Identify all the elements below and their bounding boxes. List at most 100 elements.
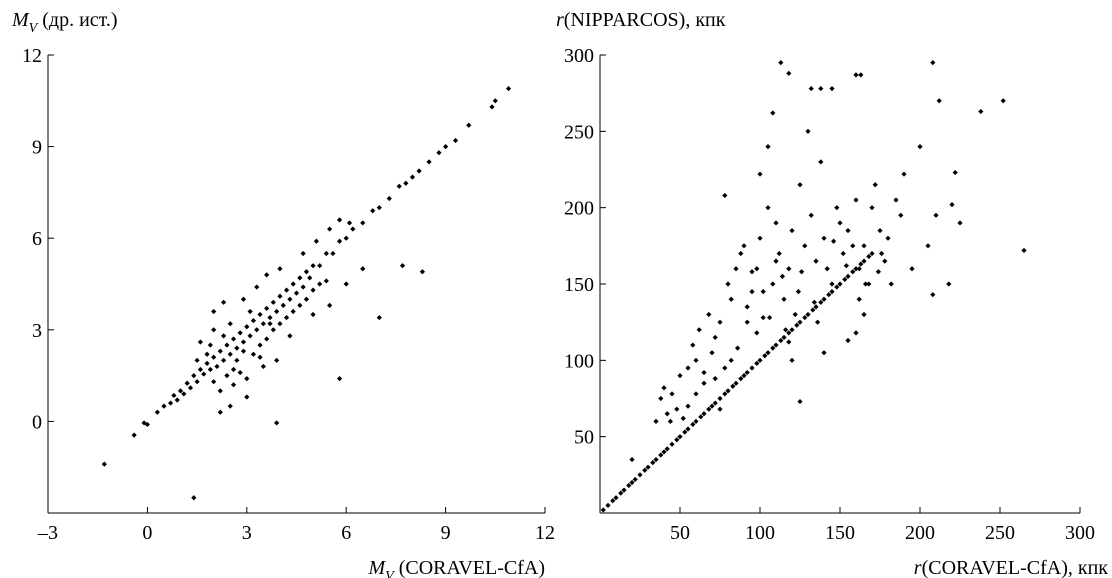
data-point xyxy=(811,299,817,305)
data-point xyxy=(629,479,635,486)
data-point xyxy=(303,296,310,302)
data-point xyxy=(336,238,343,244)
x-axis-title: MV (CORAVEL-CfA) xyxy=(367,557,545,578)
x-tick-label: 9 xyxy=(441,522,451,544)
data-point xyxy=(685,365,691,371)
data-point xyxy=(217,348,223,354)
data-point xyxy=(797,319,803,325)
data-point xyxy=(861,311,867,318)
data-point xyxy=(204,351,210,357)
data-point xyxy=(762,353,768,359)
data-point xyxy=(211,308,217,315)
data-point xyxy=(797,182,803,188)
data-point xyxy=(773,342,779,348)
data-point xyxy=(653,418,659,424)
data-point xyxy=(346,220,353,226)
data-point xyxy=(217,409,223,415)
data-point xyxy=(749,269,755,275)
data-point xyxy=(789,327,795,333)
data-point xyxy=(230,336,237,342)
data-point xyxy=(738,376,744,382)
x-tick-label: 6 xyxy=(341,522,351,544)
data-point xyxy=(789,227,795,234)
data-point xyxy=(869,250,875,257)
data-point xyxy=(843,263,849,269)
y-tick-label: 3 xyxy=(32,320,42,342)
data-point xyxy=(300,284,306,290)
data-point xyxy=(230,366,237,373)
data-point xyxy=(211,354,217,360)
data-point xyxy=(693,357,699,363)
data-point xyxy=(696,327,702,333)
data-point xyxy=(813,258,819,264)
data-point xyxy=(211,327,217,333)
data-point xyxy=(799,269,805,275)
data-point xyxy=(826,292,832,298)
y-axis-title: MV (др. ист.) xyxy=(11,9,118,36)
data-point xyxy=(234,345,240,351)
data-point xyxy=(744,304,750,310)
data-point xyxy=(1000,98,1006,104)
data-point xyxy=(257,311,263,318)
data-point xyxy=(722,391,728,397)
data-point xyxy=(350,226,356,232)
data-point xyxy=(244,394,250,400)
data-point xyxy=(818,299,824,305)
data-point xyxy=(436,150,442,156)
data-point xyxy=(283,287,290,293)
data-point xyxy=(888,281,894,287)
data-point xyxy=(274,420,280,426)
data-point xyxy=(240,296,247,302)
data-point xyxy=(505,85,512,92)
data-point xyxy=(214,363,220,370)
data-point xyxy=(270,299,276,305)
y-tick-label: 50 xyxy=(574,427,594,449)
data-point xyxy=(885,235,891,241)
data-point xyxy=(194,379,200,385)
data-point xyxy=(706,406,712,412)
data-point xyxy=(416,168,422,174)
data-point xyxy=(792,311,798,318)
data-point xyxy=(370,208,376,214)
data-point xyxy=(858,72,864,78)
data-point xyxy=(637,472,643,478)
data-point xyxy=(701,380,707,386)
x-axis-title-text: (CORAVEL-CfA) xyxy=(394,557,545,578)
data-point xyxy=(733,266,739,272)
y-tick-label: 150 xyxy=(564,274,594,296)
data-point xyxy=(725,281,731,287)
data-point xyxy=(303,269,310,275)
data-point xyxy=(409,174,416,180)
y-axis-title-subscript: V xyxy=(29,21,39,36)
data-point xyxy=(386,195,392,202)
y-axis-title-symbol: r xyxy=(556,9,564,31)
data-point xyxy=(682,429,688,435)
data-point xyxy=(313,238,319,244)
data-point xyxy=(336,376,343,382)
data-point xyxy=(735,345,741,351)
data-point xyxy=(821,350,827,356)
data-point xyxy=(247,308,253,315)
data-point xyxy=(808,212,814,218)
data-point xyxy=(840,250,846,257)
data-point xyxy=(317,281,323,287)
data-point xyxy=(240,339,247,345)
data-point xyxy=(307,275,313,281)
data-point xyxy=(629,456,635,463)
data-point xyxy=(297,275,303,281)
data-point xyxy=(712,376,718,382)
data-point xyxy=(680,415,686,421)
data-point xyxy=(770,281,776,287)
data-point xyxy=(658,395,664,402)
data-point xyxy=(786,70,792,76)
data-point xyxy=(290,281,296,287)
data-point xyxy=(171,392,177,399)
data-point xyxy=(489,104,495,110)
data-point xyxy=(293,290,300,296)
data-point xyxy=(227,351,233,357)
data-point xyxy=(842,276,848,283)
data-point xyxy=(277,293,283,299)
data-point xyxy=(765,205,771,211)
data-point xyxy=(738,250,744,257)
